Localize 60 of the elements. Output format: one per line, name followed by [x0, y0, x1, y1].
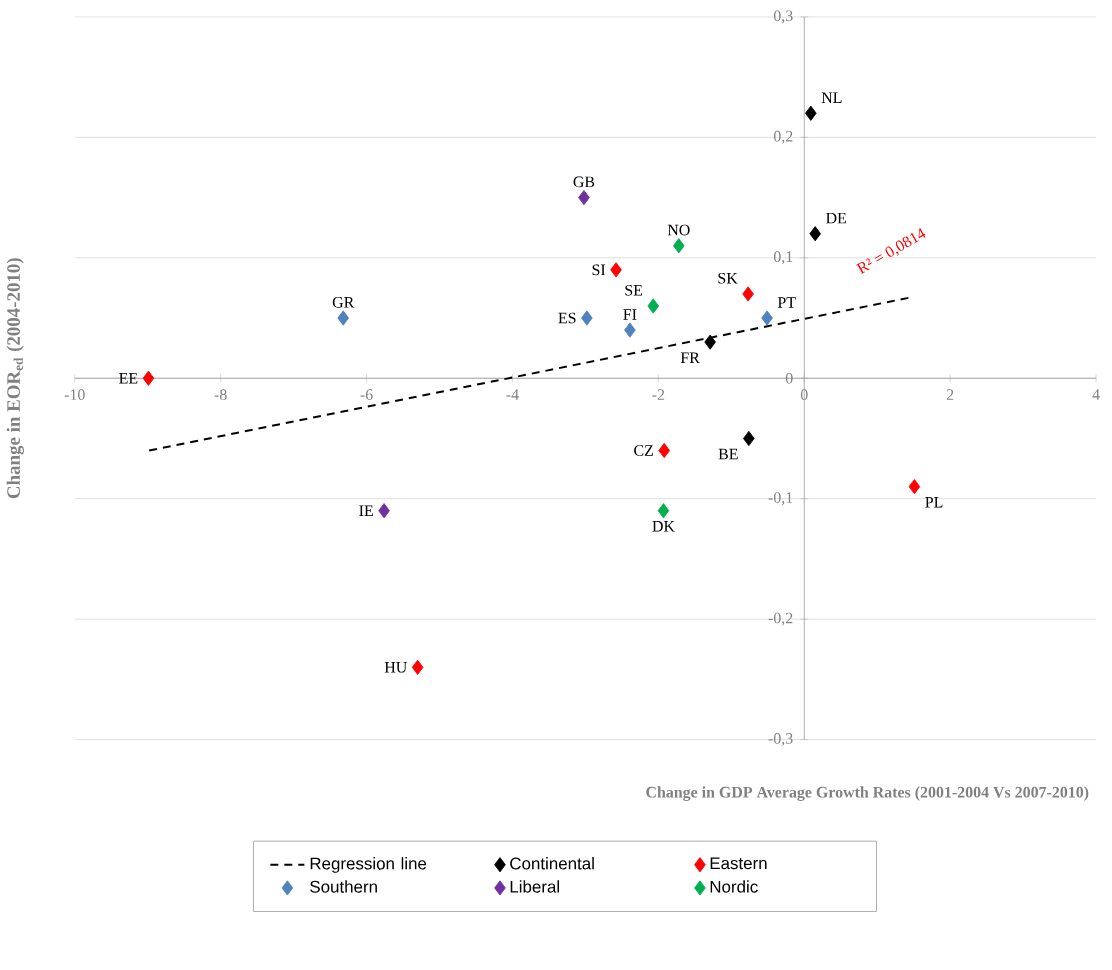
annotation: BE — [718, 449, 738, 460]
y-tick-label: 0,1 — [773, 251, 793, 265]
point — [742, 286, 754, 302]
y-tick-label: 0,2 — [773, 131, 793, 145]
x-tick-label: -4 — [506, 389, 519, 400]
x-tick-label: -2 — [652, 389, 665, 401]
point — [673, 238, 685, 254]
annotation: PT — [777, 297, 796, 308]
annotation: PL — [925, 497, 943, 508]
point — [809, 226, 821, 242]
point — [624, 322, 636, 338]
annotation: IE — [359, 505, 373, 517]
x-tick-label: 0 — [800, 389, 808, 401]
point — [657, 503, 670, 519]
legend-label: Nordic — [710, 880, 758, 893]
x-tick-label: -6 — [360, 389, 373, 401]
annotation: NO — [667, 224, 690, 236]
y-tick-label: 0,3 — [773, 10, 793, 24]
y-tick-label: -0,1 — [768, 492, 793, 506]
annotation: FR — [680, 352, 700, 364]
x-tick-label: -8 — [214, 389, 227, 401]
annotation: EE — [119, 373, 138, 384]
x-tick-label: 4 — [1092, 389, 1100, 400]
x-axis-title: Change in GDP Average Growth Rates (2001-2004 Vs 2007-2010) — [646, 786, 1089, 802]
point — [761, 310, 773, 326]
point — [610, 262, 622, 278]
point — [647, 298, 660, 314]
annotation: SI — [592, 264, 606, 276]
point — [704, 334, 716, 350]
legend-label: Liberal — [510, 880, 559, 893]
annotation: FI — [623, 309, 637, 320]
point — [378, 503, 390, 519]
annotation: GB — [573, 176, 595, 188]
legend-label: Continental — [510, 857, 594, 870]
point — [581, 310, 593, 326]
point — [142, 370, 155, 387]
point — [743, 431, 755, 447]
annotation: HU — [384, 662, 407, 673]
y-axis-title: Change in EOR$_{ed}$ (2004-2010) — [6, 258, 24, 499]
y-tick-label: -0,2 — [768, 612, 793, 626]
legend-label: Regression line — [310, 857, 427, 874]
annotation: SK — [718, 273, 738, 284]
point — [411, 659, 424, 676]
annotation: ES — [558, 312, 576, 324]
x-tick-label: 2 — [946, 389, 954, 401]
point — [658, 443, 670, 459]
x-tick-label: -10 — [64, 389, 85, 401]
annotation: DE — [826, 213, 846, 224]
annotation: SE — [625, 285, 643, 296]
annotation: NL — [821, 92, 842, 104]
point — [337, 310, 349, 326]
point — [805, 105, 817, 122]
annotation: GR — [332, 297, 355, 308]
y-tick-label: -0,3 — [768, 733, 793, 747]
legend-label: Southern — [310, 880, 377, 893]
legend-label: Eastern — [710, 857, 767, 870]
point — [908, 479, 921, 495]
annotation: DK — [652, 521, 675, 532]
annotation: CZ — [634, 445, 653, 457]
point — [578, 190, 590, 206]
